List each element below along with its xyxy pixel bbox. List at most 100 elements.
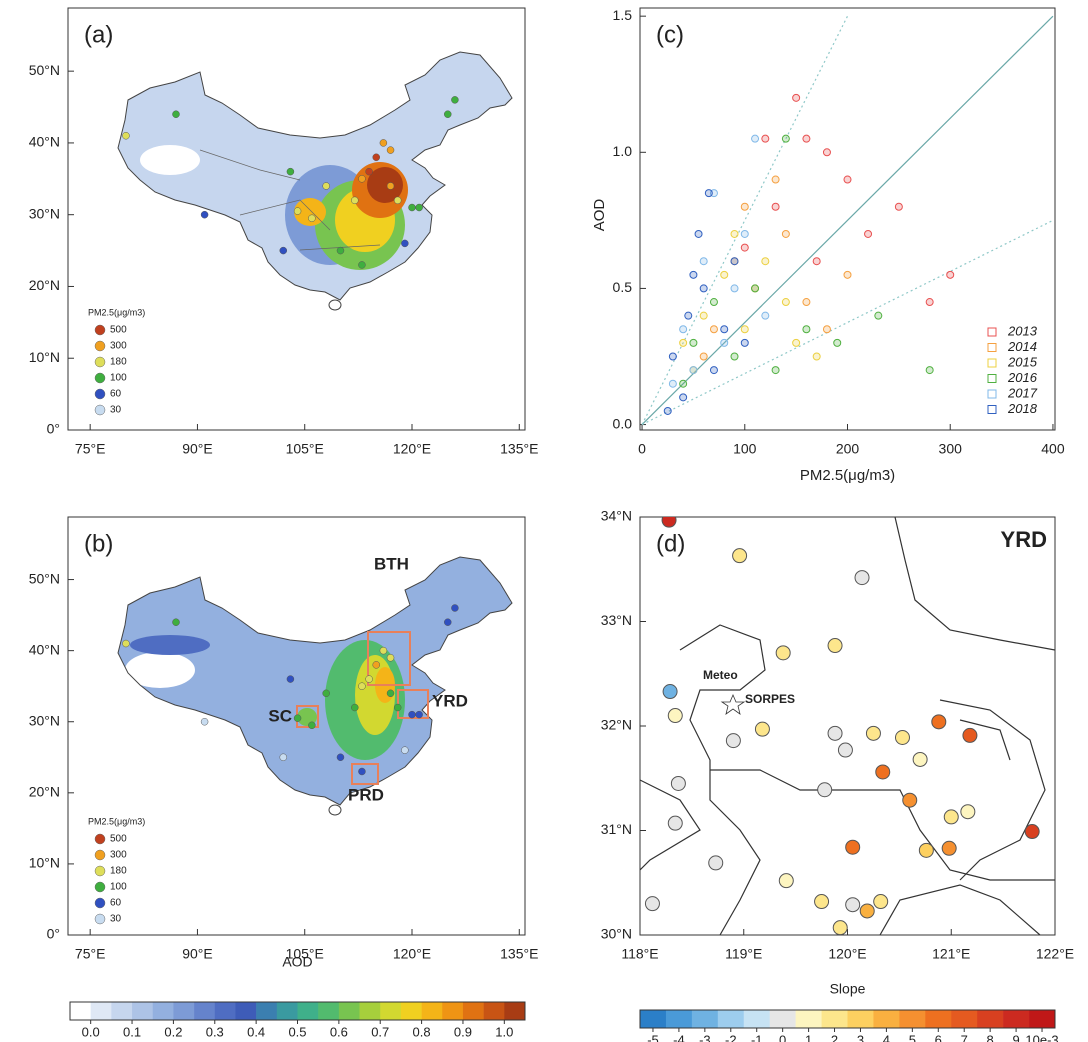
plot-frame: [67, 7, 526, 431]
station-point: [1024, 824, 1040, 840]
scatter-point: [689, 270, 698, 279]
x-tick-label: 75°E: [75, 441, 106, 457]
station-point: [775, 645, 791, 661]
scatter-point: [730, 257, 739, 266]
y-tick-label: 10°N: [29, 349, 60, 365]
colorbar-label: Slope: [830, 981, 866, 997]
scatter-point: [761, 257, 770, 266]
border: [679, 624, 766, 935]
scatter-point: [740, 338, 749, 347]
colorbar-tick-label: 0.0: [82, 1024, 100, 1039]
colorbar-tick-label: -3: [699, 1032, 711, 1042]
field: [130, 635, 210, 655]
x-tick-label: 120°E: [393, 946, 431, 962]
colorbar-tick-label: 9: [1012, 1032, 1019, 1042]
y-tick-label: 0°: [47, 421, 60, 437]
scatter-point: [740, 202, 749, 211]
station-point: [865, 725, 881, 741]
scatter-point: [709, 298, 718, 307]
x-tick-label: 118°E: [621, 946, 658, 962]
y-tick-label: 0.5: [613, 279, 633, 295]
scatter-point: [812, 257, 821, 266]
station-point: [817, 782, 833, 798]
legend-label: 100: [110, 882, 127, 893]
colorbar-swatch: [717, 1010, 745, 1028]
scatter-point: [740, 243, 749, 252]
scatter-point: [925, 298, 934, 307]
station-point: [960, 804, 976, 820]
y-axis-label: AOD: [591, 199, 608, 232]
legend-label: 60: [110, 898, 122, 909]
region-label: YRD: [432, 691, 468, 710]
reference-line: [641, 219, 1054, 426]
y-tick-label: 20°N: [29, 277, 60, 293]
station-point: [667, 815, 683, 831]
site-star: [720, 693, 746, 715]
legend-label: 180: [110, 866, 127, 877]
legend-label: 500: [110, 325, 127, 336]
scatter-point: [720, 338, 729, 347]
legend-marker: [987, 343, 997, 352]
colorbar-swatch: [152, 1002, 174, 1020]
y-tick-label: 0.0: [613, 415, 633, 431]
scatter-point: [709, 366, 718, 375]
colorbar-swatch: [483, 1002, 505, 1020]
y-tick-label: 40°N: [29, 641, 60, 657]
station-point: [912, 751, 928, 767]
x-tick-label: 300: [939, 441, 963, 457]
y-tick-label: 10°N: [29, 855, 60, 871]
scatter-point: [822, 148, 831, 157]
colorbar-swatch: [769, 1010, 796, 1028]
colorbar-swatch: [925, 1010, 952, 1028]
station-point: [854, 570, 870, 586]
colorbar-tick-label: 0.7: [371, 1024, 389, 1039]
scatter-point: [792, 338, 801, 347]
legend-label: 30: [110, 405, 122, 416]
panel-label: (c): [656, 21, 684, 48]
x-tick-label: 75°E: [75, 946, 106, 962]
station-point: [351, 196, 359, 205]
station-point: [415, 203, 423, 212]
legend-label: 500: [110, 834, 127, 845]
scatter-point: [781, 229, 790, 238]
colorbar-tick-label: 4: [883, 1032, 890, 1042]
scatter-point: [668, 379, 677, 388]
colorbar-swatch: [173, 1002, 195, 1020]
y-tick-label: 32°N: [601, 717, 632, 733]
station-point: [902, 792, 918, 808]
border: [640, 779, 701, 871]
station-point: [358, 767, 366, 776]
island: [328, 804, 342, 816]
station-point: [172, 110, 180, 118]
y-tick-label: 30°N: [601, 926, 632, 942]
scatter-point: [720, 325, 729, 334]
colorbar-tick-label: -5: [647, 1032, 659, 1042]
colorbar-tick-label: 8: [987, 1032, 994, 1042]
legend-marker: [94, 865, 106, 877]
station-point: [358, 682, 366, 690]
scatter-point: [694, 229, 703, 238]
legend-label: 300: [110, 341, 127, 352]
station-point: [873, 894, 889, 910]
scatter-point: [843, 175, 852, 184]
station-point: [827, 725, 843, 741]
scatter-point: [720, 270, 729, 279]
colorbar-tick-label: 0.2: [164, 1024, 182, 1039]
field: [367, 167, 403, 203]
x-tick-label: 120°E: [828, 946, 866, 962]
coast: [939, 699, 1046, 881]
station-point: [814, 894, 830, 910]
colorbar-frame: [639, 1009, 1056, 1029]
station-point: [322, 689, 330, 698]
x-axis-label: PM2.5(μg/m3): [800, 467, 895, 484]
x-tick-label: 90°E: [182, 946, 213, 962]
colorbar-tick-label: 3: [857, 1032, 864, 1042]
scatter-point: [740, 229, 749, 238]
station-point: [200, 210, 209, 219]
river: [959, 719, 1011, 761]
station-point: [293, 714, 302, 722]
colorbar-swatch: [504, 1002, 526, 1020]
y-tick-label: 33°N: [601, 612, 632, 628]
map-a: [117, 51, 513, 311]
